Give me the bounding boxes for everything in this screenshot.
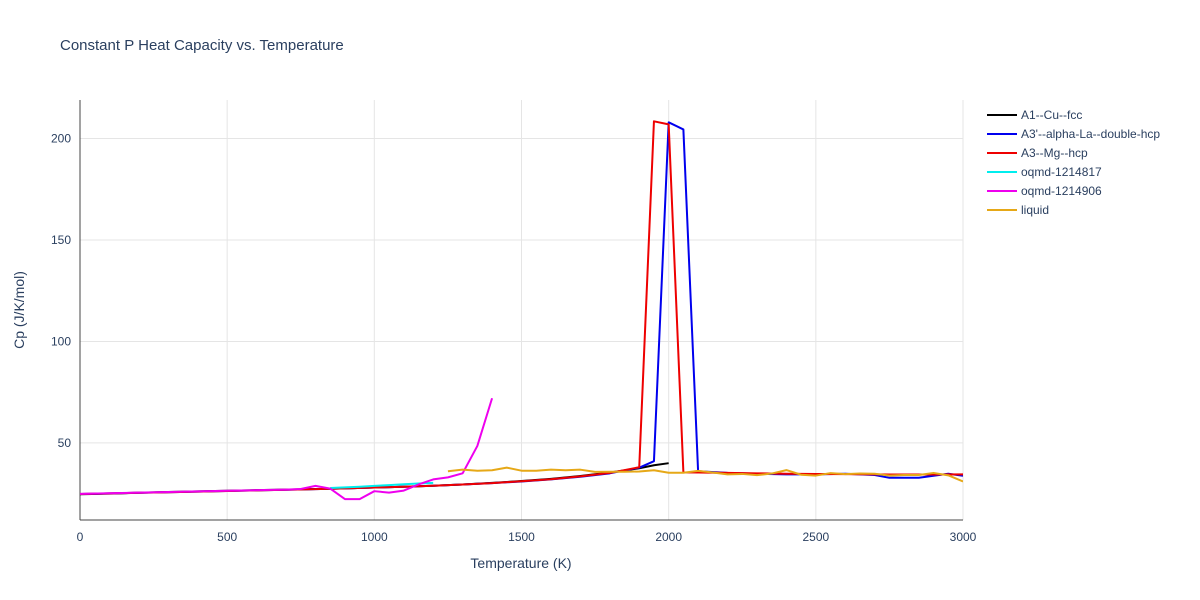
y-tick-label: 150 <box>51 233 71 247</box>
legend-item[interactable]: A3--Mg--hcp <box>987 146 1088 160</box>
y-axis-title: Cp (J/K/mol) <box>11 271 27 349</box>
legend-label: oqmd-1214906 <box>1021 184 1102 198</box>
legend-label: A3--Mg--hcp <box>1021 146 1088 160</box>
chart-title: Constant P Heat Capacity vs. Temperature <box>60 37 344 54</box>
series-line-5[interactable] <box>447 466 963 483</box>
legend-label: liquid <box>1021 203 1049 217</box>
series-line-3[interactable] <box>330 481 434 489</box>
x-tick-label: 2000 <box>655 530 682 544</box>
legend[interactable]: A1--Cu--fcc A3'--alpha-La--double-hcp A3--… <box>987 108 1160 217</box>
series-line-4[interactable] <box>80 397 494 501</box>
y-tick-label: 100 <box>51 334 71 348</box>
legend-label: A3'--alpha-La--double-hcp <box>1021 127 1160 141</box>
x-tick-label: 500 <box>217 530 237 544</box>
legend-item[interactable]: oqmd-1214906 <box>987 184 1102 198</box>
legend-label: oqmd-1214817 <box>1021 165 1102 179</box>
legend-label: A1--Cu--fcc <box>1021 108 1082 122</box>
y-tick-label: 50 <box>58 436 72 450</box>
axes: 0 500 1000 1500 2000 2500 3000 50 100 150 200 <box>51 100 977 544</box>
x-axis-title: Temperature (K) <box>470 555 571 571</box>
y-tick-label: 200 <box>51 132 71 146</box>
legend-item[interactable]: A1--Cu--fcc <box>987 108 1082 122</box>
x-tick-label: 3000 <box>950 530 977 544</box>
x-tick-label: 0 <box>77 530 84 544</box>
grid <box>80 100 964 520</box>
x-tick-label: 2500 <box>802 530 829 544</box>
x-tick-label: 1000 <box>361 530 388 544</box>
legend-item[interactable]: oqmd-1214817 <box>987 165 1102 179</box>
legend-item[interactable]: liquid <box>987 203 1049 217</box>
series-layer <box>80 120 963 501</box>
legend-item[interactable]: A3'--alpha-La--double-hcp <box>987 127 1160 141</box>
x-tick-label: 1500 <box>508 530 535 544</box>
